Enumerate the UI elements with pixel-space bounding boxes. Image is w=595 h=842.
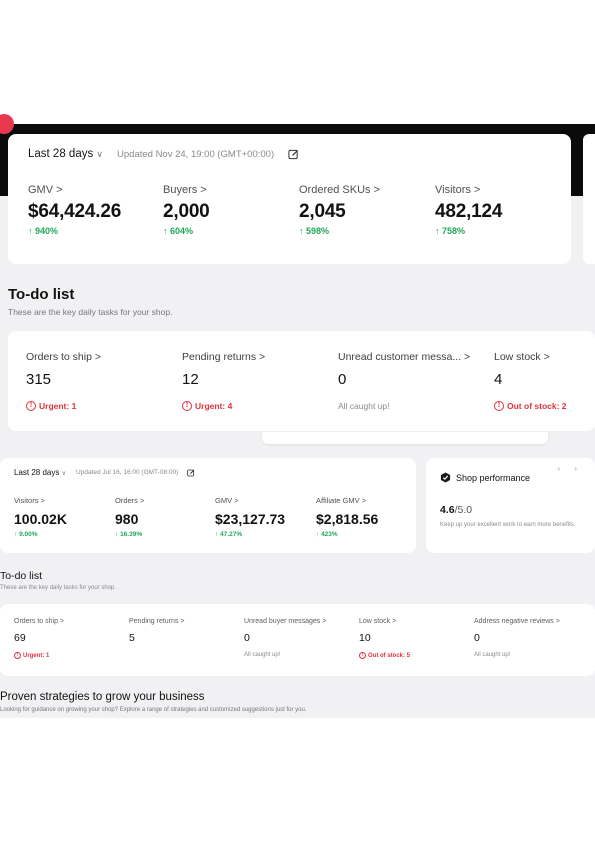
proven-strategies-subtitle: Looking for guidance on growing your sho… (0, 707, 307, 713)
second-stats-card: Last 28 days ∨ Updated Jul 16, 16:00 (GM… (0, 458, 416, 553)
metric-visitors[interactable]: Visitors > 482,124 ↑ 758% (435, 184, 503, 236)
shop-performance-title: Shop performance (456, 472, 531, 483)
metric-ordered-skus[interactable]: Ordered SKUs > 2,045 ↑ 598% (299, 184, 381, 236)
edit-icon[interactable] (288, 149, 299, 160)
carousel-nav[interactable]: ‹ › (557, 464, 583, 473)
todo-low-stock[interactable]: Low stock > 4 ! Out of stock: 2 (494, 351, 567, 411)
proven-strategies-title: Proven strategies to grow your business (0, 691, 205, 703)
todo-unread-messages[interactable]: Unread customer messa... > 0 All caught … (338, 351, 471, 411)
performance-score: 4.6/5.0 (440, 504, 473, 516)
alert-icon: ! (26, 401, 36, 411)
performance-description: Keep up your excellent work to earn more… (440, 522, 576, 528)
metric-gmv[interactable]: GMV > $64,424.26 ↑ 940% (28, 184, 122, 236)
chevron-down-icon: ∨ (96, 149, 104, 159)
period-selector[interactable]: Last 28 days ∨ (14, 468, 67, 477)
top-stats-header: Last 28 days ∨ Updated Nov 24, 19:00 (GM… (28, 148, 299, 160)
up-arrow-icon: ↑ (435, 226, 440, 236)
up-arrow-icon: ↑ (163, 226, 168, 236)
second-stats-header: Last 28 days ∨ Updated Jul 16, 16:00 (GM… (14, 468, 195, 477)
todo-low-stock[interactable]: Low stock > 10 ! Out of stock: 5 (359, 618, 411, 659)
metric-gmv[interactable]: GMV > $23,127.73 ↑ 47.27% (215, 496, 286, 538)
up-arrow-icon: ↑ (28, 226, 33, 236)
todo-pending-returns[interactable]: Pending returns > 12 ! Urgent: 4 (182, 351, 266, 411)
updated-timestamp: Updated Nov 24, 19:00 (GMT+00:00) (117, 148, 275, 160)
updated-timestamp: Updated Jul 16, 16:00 (GMT-08:00) (76, 469, 179, 476)
alert-icon: ! (182, 401, 192, 411)
shop-performance-icon (440, 472, 451, 483)
todo-card: Orders to ship > 69 ! Urgent: 1 Pending r… (0, 604, 595, 676)
metric-buyers[interactable]: Buyers > 2,000 ↑ 604% (163, 184, 210, 236)
alert-icon: ! (494, 401, 504, 411)
edit-icon[interactable] (187, 469, 195, 477)
todo-unread-buyer-messages[interactable]: Unread buyer messages > 0 All caught up! (244, 618, 327, 658)
shop-performance-card[interactable]: ‹ › Shop performance 4.6/5.0 Keep up you… (426, 458, 595, 553)
up-arrow-icon: ↑ (316, 531, 320, 538)
metric-affiliate-gmv[interactable]: Affiliate GMV > $2,818.56 ↑ 423% (316, 496, 379, 538)
todo-address-negative-reviews[interactable]: Address negative reviews > 0 All caught … (474, 618, 560, 658)
alert-icon: ! (359, 652, 366, 659)
alert-icon: ! (14, 652, 21, 659)
up-arrow-icon: ↑ (115, 531, 119, 538)
todo-title: To-do list (0, 570, 43, 582)
todo-subtitle: These are the key daily tasks for your s… (0, 585, 117, 591)
period-selector[interactable]: Last 28 days ∨ (28, 148, 104, 160)
up-arrow-icon: ↑ (299, 226, 304, 236)
brand-dot (0, 114, 14, 134)
todo-orders-to-ship[interactable]: Orders to ship > 315 ! Urgent: 1 (26, 351, 101, 411)
up-arrow-icon: ↑ (14, 531, 18, 538)
todo-title: To-do list (8, 286, 75, 303)
top-stats-card: Last 28 days ∨ Updated Nov 24, 19:00 (GM… (8, 134, 571, 264)
up-arrow-icon: ↑ (215, 531, 219, 538)
adjacent-card-edge (583, 134, 595, 264)
todo-subtitle: These are the key daily tasks for your s… (8, 307, 173, 317)
metric-orders[interactable]: Orders > 980 ↑ 16.39% (115, 496, 145, 538)
todo-orders-to-ship[interactable]: Orders to ship > 69 ! Urgent: 1 (14, 618, 64, 659)
todo-card: Orders to ship > 315 ! Urgent: 1 Pending … (8, 331, 595, 431)
collapsed-banner (262, 432, 548, 444)
chevron-down-icon: ∨ (61, 471, 67, 477)
metric-visitors[interactable]: Visitors > 100.02K ↑ 9.00% (14, 496, 67, 538)
todo-pending-returns[interactable]: Pending returns > 5 (129, 618, 185, 644)
